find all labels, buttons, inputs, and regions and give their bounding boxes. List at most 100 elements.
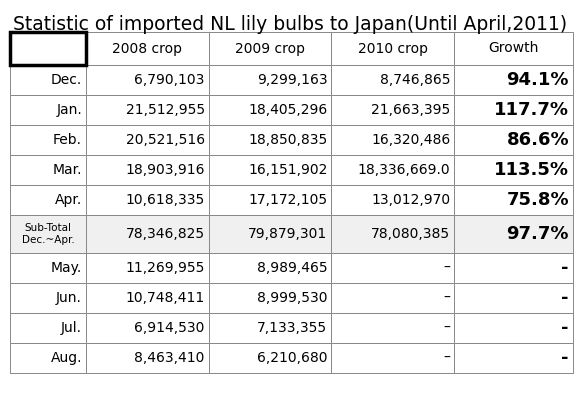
Text: 79,879,301: 79,879,301 bbox=[248, 227, 328, 241]
Bar bbox=[332, 283, 454, 313]
Text: 7,133,355: 7,133,355 bbox=[258, 321, 328, 335]
Text: 8,746,865: 8,746,865 bbox=[380, 73, 450, 87]
Text: 86.6%: 86.6% bbox=[506, 131, 569, 149]
Bar bbox=[332, 215, 454, 253]
Text: -: - bbox=[561, 259, 569, 277]
Text: 18,336,669.0: 18,336,669.0 bbox=[358, 163, 450, 177]
Bar bbox=[209, 185, 332, 215]
Bar bbox=[10, 32, 86, 65]
Text: –: – bbox=[443, 261, 450, 275]
Bar bbox=[10, 313, 86, 343]
Bar bbox=[209, 95, 332, 125]
Bar bbox=[86, 95, 209, 125]
Text: 94.1%: 94.1% bbox=[506, 71, 569, 89]
Text: 8,463,410: 8,463,410 bbox=[135, 351, 205, 365]
Text: Jul.: Jul. bbox=[61, 321, 82, 335]
Text: 21,512,955: 21,512,955 bbox=[126, 103, 205, 117]
Bar bbox=[10, 215, 86, 253]
Bar bbox=[10, 185, 86, 215]
Bar bbox=[332, 155, 454, 185]
Bar bbox=[10, 283, 86, 313]
Text: Dec.: Dec. bbox=[51, 73, 82, 87]
Text: 97.7%: 97.7% bbox=[506, 225, 569, 243]
Text: -: - bbox=[561, 289, 569, 307]
Bar bbox=[332, 95, 454, 125]
Text: Growth: Growth bbox=[488, 42, 539, 56]
Text: 117.7%: 117.7% bbox=[494, 101, 569, 119]
Text: Jan.: Jan. bbox=[56, 103, 82, 117]
Bar bbox=[10, 32, 86, 65]
Text: 18,405,296: 18,405,296 bbox=[248, 103, 328, 117]
Bar bbox=[332, 65, 454, 95]
Bar bbox=[332, 185, 454, 215]
Bar bbox=[86, 215, 209, 253]
Text: 9,299,163: 9,299,163 bbox=[257, 73, 328, 87]
Text: Feb.: Feb. bbox=[53, 133, 82, 147]
Text: 6,210,680: 6,210,680 bbox=[257, 351, 328, 365]
Bar bbox=[454, 155, 573, 185]
Bar bbox=[332, 32, 454, 65]
Bar bbox=[86, 313, 209, 343]
Bar bbox=[209, 125, 332, 155]
Bar bbox=[454, 313, 573, 343]
Bar bbox=[86, 343, 209, 373]
Bar bbox=[86, 185, 209, 215]
Text: 113.5%: 113.5% bbox=[494, 161, 569, 179]
Text: 10,618,335: 10,618,335 bbox=[125, 193, 205, 207]
Text: 8,989,465: 8,989,465 bbox=[257, 261, 328, 275]
Bar bbox=[454, 65, 573, 95]
Bar bbox=[209, 343, 332, 373]
Bar bbox=[209, 253, 332, 283]
Bar bbox=[454, 253, 573, 283]
Text: -: - bbox=[561, 349, 569, 367]
Bar bbox=[454, 283, 573, 313]
Text: May.: May. bbox=[51, 261, 82, 275]
Text: -: - bbox=[561, 319, 569, 337]
Text: 21,663,395: 21,663,395 bbox=[371, 103, 450, 117]
Bar bbox=[10, 253, 86, 283]
Text: 10,748,411: 10,748,411 bbox=[125, 291, 205, 305]
Bar bbox=[454, 215, 573, 253]
Bar bbox=[454, 343, 573, 373]
Text: Jun.: Jun. bbox=[56, 291, 82, 305]
Bar bbox=[10, 343, 86, 373]
Bar bbox=[10, 155, 86, 185]
Text: 78,080,385: 78,080,385 bbox=[371, 227, 450, 241]
Text: Statistic of imported NL lily bulbs to Japan(Until April,2011): Statistic of imported NL lily bulbs to J… bbox=[13, 15, 567, 34]
Bar bbox=[10, 95, 86, 125]
Bar bbox=[86, 125, 209, 155]
Text: 78,346,825: 78,346,825 bbox=[126, 227, 205, 241]
Text: –: – bbox=[443, 351, 450, 365]
Bar bbox=[209, 32, 332, 65]
Bar bbox=[86, 65, 209, 95]
Bar bbox=[209, 215, 332, 253]
Text: 16,320,486: 16,320,486 bbox=[371, 133, 450, 147]
Text: 13,012,970: 13,012,970 bbox=[371, 193, 450, 207]
Text: 18,850,835: 18,850,835 bbox=[248, 133, 328, 147]
Bar bbox=[454, 125, 573, 155]
Bar bbox=[454, 185, 573, 215]
Bar bbox=[454, 95, 573, 125]
Text: 16,151,902: 16,151,902 bbox=[248, 163, 328, 177]
Text: Sub-Total
Dec.~Apr.: Sub-Total Dec.~Apr. bbox=[21, 223, 74, 245]
Bar bbox=[86, 253, 209, 283]
Text: 6,914,530: 6,914,530 bbox=[135, 321, 205, 335]
Text: 20,521,516: 20,521,516 bbox=[126, 133, 205, 147]
Bar bbox=[332, 343, 454, 373]
Bar bbox=[10, 125, 86, 155]
Text: 6,790,103: 6,790,103 bbox=[135, 73, 205, 87]
Bar bbox=[209, 155, 332, 185]
Text: 75.8%: 75.8% bbox=[506, 191, 569, 209]
Text: 2009 crop: 2009 crop bbox=[235, 42, 305, 56]
Text: 8,999,530: 8,999,530 bbox=[257, 291, 328, 305]
Text: –: – bbox=[443, 291, 450, 305]
Bar bbox=[209, 65, 332, 95]
Bar bbox=[209, 283, 332, 313]
Bar bbox=[454, 32, 573, 65]
Bar bbox=[10, 65, 86, 95]
Text: –: – bbox=[443, 321, 450, 335]
Bar bbox=[86, 155, 209, 185]
Bar bbox=[332, 125, 454, 155]
Bar bbox=[332, 253, 454, 283]
Text: Apr.: Apr. bbox=[55, 193, 82, 207]
